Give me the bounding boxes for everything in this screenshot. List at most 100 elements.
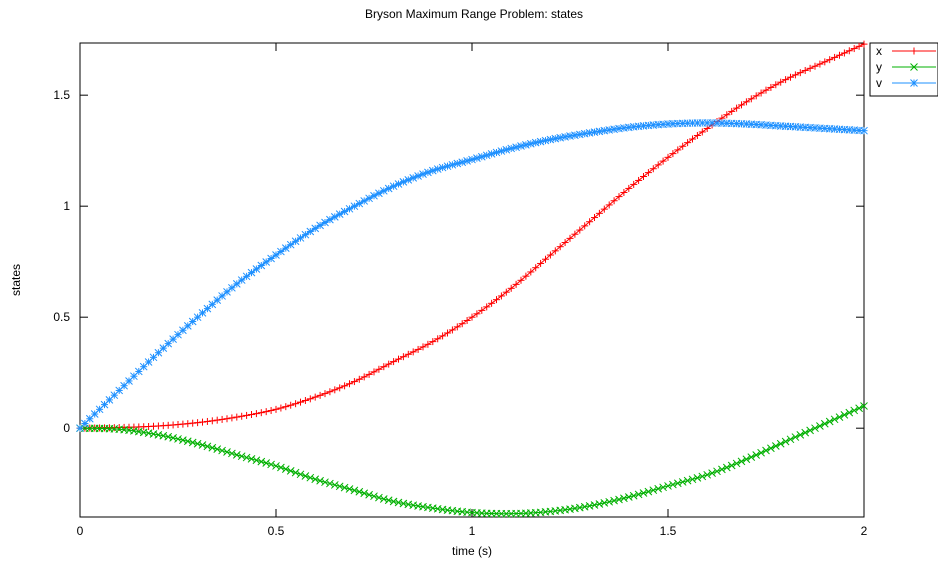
data-point-y [179, 436, 187, 444]
data-point-x [238, 412, 246, 420]
data-point-x [370, 368, 378, 376]
data-point-y [330, 481, 339, 489]
data-point-y [600, 499, 609, 507]
series-line-v [79, 122, 865, 429]
data-point-x [228, 414, 236, 422]
data-point-v [566, 132, 574, 140]
data-point-v [473, 154, 481, 163]
data-point-y [776, 439, 785, 448]
data-point-x [385, 360, 393, 368]
data-point-v [551, 134, 560, 143]
data-point-x [605, 201, 613, 209]
data-point-y [345, 485, 354, 493]
data-point-y [316, 476, 324, 485]
data-point-x [507, 284, 515, 292]
data-point-y [811, 424, 819, 433]
data-point-v [296, 234, 305, 242]
data-point-y [703, 470, 712, 479]
data-point-y [791, 433, 800, 441]
data-point-y [796, 431, 805, 439]
data-point-x [664, 153, 672, 161]
data-point-x [855, 42, 863, 50]
data-point-y [355, 487, 364, 496]
data-point-y [698, 472, 707, 481]
data-point-x [493, 296, 500, 304]
data-point-x [669, 150, 677, 158]
data-point-v [458, 158, 467, 167]
data-point-y [281, 465, 290, 474]
data-point-x [787, 73, 794, 81]
data-point-y [693, 474, 702, 482]
data-point-y [835, 413, 844, 421]
data-point-x [414, 345, 422, 353]
data-point-x [434, 335, 442, 343]
data-point-x [728, 107, 736, 115]
data-point-y [664, 482, 672, 490]
data-point-y [252, 456, 261, 465]
data-point-x [360, 373, 368, 381]
legend-marker-v [910, 79, 918, 87]
data-point-v [237, 276, 246, 284]
data-point-v [487, 150, 496, 158]
data-point-y [649, 486, 658, 495]
data-point-v [223, 287, 231, 296]
data-point-x [316, 391, 324, 399]
legend: xyv [869, 42, 938, 97]
data-point-y [365, 490, 373, 499]
data-point-y [247, 455, 256, 463]
data-point-y [860, 402, 868, 410]
data-point-x [468, 313, 476, 321]
data-point-y [781, 437, 790, 446]
data-point-x [551, 247, 559, 255]
data-point-v [580, 129, 589, 138]
data-point-x [282, 403, 290, 411]
data-point-x [262, 408, 270, 416]
data-point-x [189, 419, 197, 427]
data-point-y [193, 439, 202, 448]
data-point-y [228, 449, 236, 458]
data-point-v [262, 258, 271, 266]
data-point-y [825, 417, 834, 426]
data-point-y [267, 460, 275, 469]
data-point-x [532, 264, 540, 272]
data-point-v [228, 283, 236, 292]
data-point-x [747, 95, 755, 103]
data-point-v [428, 166, 437, 175]
data-point-y [340, 483, 349, 492]
data-point-x [243, 411, 251, 419]
data-point-x [674, 146, 682, 154]
data-point-y [159, 431, 168, 440]
data-point-y [659, 483, 667, 492]
data-point-v [443, 162, 452, 171]
data-point-y [752, 451, 761, 459]
data-point-x [326, 388, 334, 396]
data-point-x [375, 365, 383, 373]
data-point-v [389, 182, 398, 191]
data-point-x [738, 101, 745, 109]
data-point-x [595, 209, 603, 217]
data-point-x [527, 268, 535, 276]
data-point-x [463, 316, 471, 324]
data-point-y [169, 433, 177, 442]
data-point-x [777, 78, 785, 86]
data-point-x [287, 401, 295, 409]
data-point-x [752, 92, 760, 100]
data-point-v [468, 155, 476, 164]
data-point-x [395, 355, 402, 363]
data-point-v [277, 247, 285, 256]
data-point-x [439, 332, 447, 340]
data-point-x [581, 222, 589, 230]
data-point-x [473, 310, 481, 318]
data-point-x [331, 386, 339, 394]
data-point-y [188, 438, 197, 447]
x-tick-label: 2 [861, 524, 868, 538]
chart-title: Bryson Maximum Range Problem: states [365, 7, 583, 21]
data-point-v [605, 126, 614, 134]
y-axis-label: states [9, 264, 23, 296]
data-point-y [737, 457, 746, 466]
data-point-x [845, 47, 853, 55]
data-point-y [610, 496, 618, 505]
data-point-y [208, 443, 217, 452]
data-point-y [223, 448, 231, 456]
data-point-v [526, 139, 535, 148]
